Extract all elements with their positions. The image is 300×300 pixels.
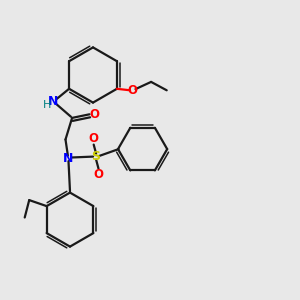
- Text: O: O: [89, 108, 99, 121]
- Text: H: H: [43, 100, 51, 110]
- Text: O: O: [94, 168, 103, 181]
- Text: N: N: [63, 152, 74, 165]
- Text: S: S: [92, 150, 100, 163]
- Text: O: O: [89, 132, 99, 145]
- Text: N: N: [48, 94, 58, 108]
- Text: O: O: [128, 84, 137, 97]
